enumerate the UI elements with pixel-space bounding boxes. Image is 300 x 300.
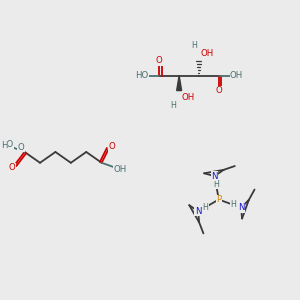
- Text: H: H: [202, 203, 208, 212]
- Text: P: P: [216, 195, 221, 204]
- Text: O: O: [8, 163, 15, 172]
- Text: HO: HO: [0, 140, 14, 148]
- Text: O: O: [215, 86, 222, 95]
- Text: OH: OH: [230, 71, 243, 80]
- Text: H: H: [230, 200, 236, 209]
- Text: H: H: [2, 140, 8, 149]
- Text: H: H: [191, 41, 197, 50]
- Text: N: N: [195, 207, 201, 216]
- Text: N: N: [212, 172, 218, 181]
- Text: HO: HO: [135, 71, 148, 80]
- Text: O: O: [18, 142, 24, 152]
- Text: OH: OH: [181, 93, 194, 102]
- Text: H: H: [170, 101, 176, 110]
- Text: OH: OH: [201, 50, 214, 58]
- Text: O: O: [156, 56, 163, 65]
- Polygon shape: [177, 76, 182, 91]
- Text: N: N: [238, 203, 244, 212]
- Text: O: O: [108, 142, 115, 152]
- Text: H: H: [213, 180, 219, 189]
- Text: OH: OH: [114, 165, 127, 174]
